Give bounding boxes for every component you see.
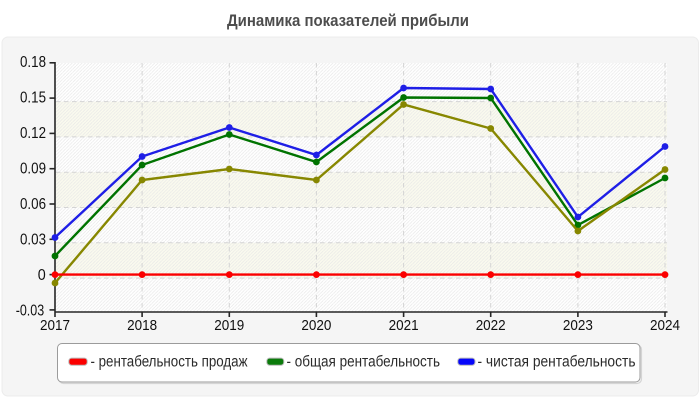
- svg-text:2022: 2022: [476, 317, 506, 334]
- svg-text:2023: 2023: [563, 317, 593, 334]
- svg-text:0.03: 0.03: [20, 231, 46, 248]
- svg-text:2020: 2020: [301, 317, 331, 334]
- svg-text:2017: 2017: [40, 317, 70, 334]
- svg-text:0.12: 0.12: [20, 125, 46, 142]
- svg-text:0: 0: [38, 267, 46, 284]
- svg-text:2019: 2019: [214, 317, 244, 334]
- svg-text:2024: 2024: [650, 317, 680, 334]
- svg-text:0.18: 0.18: [20, 54, 46, 71]
- svg-text:2021: 2021: [389, 317, 419, 334]
- svg-text:0.06: 0.06: [20, 196, 46, 213]
- svg-text:- чистая рентабельность: - чистая рентабельность: [478, 353, 636, 370]
- svg-text:- общая рентабельность: - общая рентабельность: [287, 353, 441, 370]
- svg-text:2018: 2018: [127, 317, 157, 334]
- svg-text:- рентабельность продаж: - рентабельность продаж: [91, 353, 249, 370]
- svg-text:Динамика показателей прибыли: Динамика показателей прибыли: [227, 11, 469, 30]
- svg-text:0.15: 0.15: [20, 89, 46, 106]
- svg-text:0.09: 0.09: [20, 160, 46, 177]
- svg-text:-0.03: -0.03: [16, 302, 45, 319]
